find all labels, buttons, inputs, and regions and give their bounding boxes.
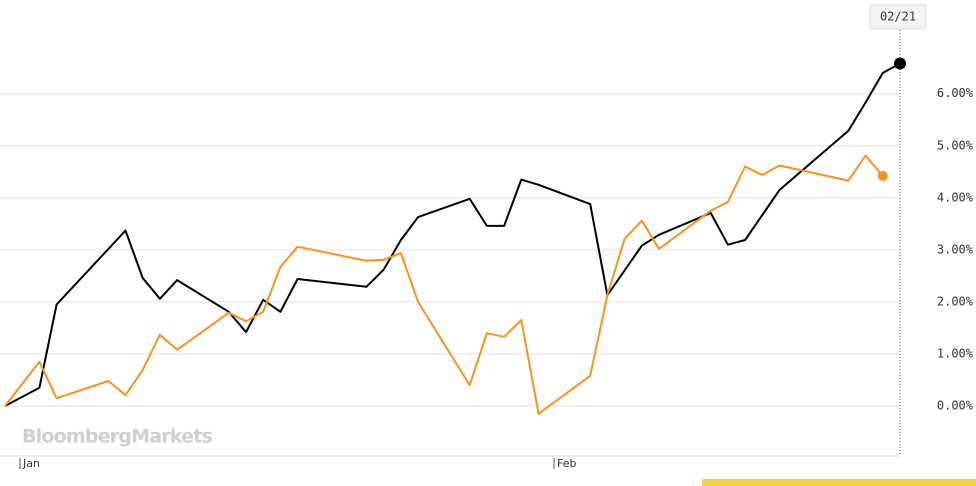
y-tick-label: 2.00% [937, 294, 974, 308]
y-tick-label: 4.00% [937, 190, 974, 204]
y-tick-label: 0.00% [937, 399, 974, 413]
end-point [894, 57, 906, 70]
x-tick-label: Jan [22, 457, 40, 470]
crosshair-label: 02/21 [880, 10, 916, 24]
end-point [877, 170, 888, 181]
y-tick-label: 5.00% [937, 138, 974, 152]
y-tick-label: 3.00% [937, 242, 974, 256]
y-tick-label: 1.00% [937, 346, 974, 360]
series-line [4, 62, 901, 407]
watermark: BloombergMarkets [22, 426, 213, 448]
x-tick-label: Feb [557, 457, 576, 470]
series-line [4, 154, 884, 415]
crosshair-box [869, 4, 927, 30]
y-tick-label: 6.00% [937, 86, 974, 100]
accent-bar [702, 479, 976, 486]
